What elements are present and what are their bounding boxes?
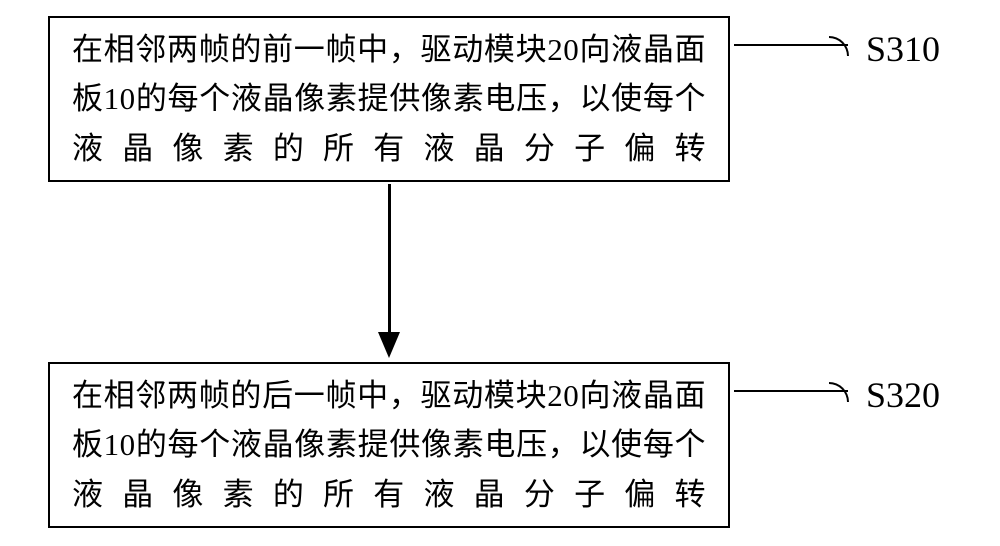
leader-line-s310	[734, 44, 848, 46]
arrow-head-down-icon	[378, 332, 400, 358]
flow-node-s310-text: 在相邻两帧的前一帧中，驱动模块20向液晶面板10的每个液晶像素提供像素电压，以使…	[72, 25, 706, 174]
arrow-shaft	[388, 184, 391, 332]
step-label-s310: S310	[866, 28, 940, 70]
leader-line-s320	[734, 390, 848, 392]
flow-node-s320-text: 在相邻两帧的后一帧中，驱动模块20向液晶面板10的每个液晶像素提供像素电压，以使…	[72, 371, 706, 520]
flowchart-canvas: 在相邻两帧的前一帧中，驱动模块20向液晶面板10的每个液晶像素提供像素电压，以使…	[0, 0, 1000, 546]
flow-node-s310: 在相邻两帧的前一帧中，驱动模块20向液晶面板10的每个液晶像素提供像素电压，以使…	[48, 16, 730, 182]
flow-node-s320: 在相邻两帧的后一帧中，驱动模块20向液晶面板10的每个液晶像素提供像素电压，以使…	[48, 362, 730, 528]
step-label-s320: S320	[866, 374, 940, 416]
